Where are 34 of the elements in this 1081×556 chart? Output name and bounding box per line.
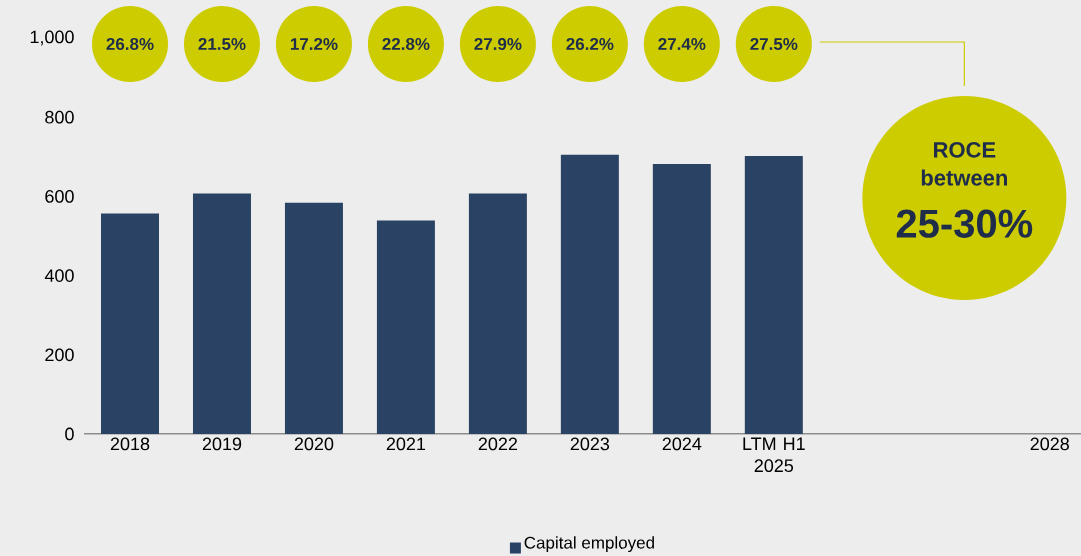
x-tick-label: 2018: [110, 437, 150, 451]
bar: [376, 220, 435, 434]
x-tick-label: 2022: [478, 437, 517, 451]
annotation: ROCE between: [921, 142, 1007, 186]
bar: [468, 193, 527, 434]
bar: [101, 213, 159, 434]
annotation: 21.5%: [198, 37, 246, 51]
bar: [744, 156, 803, 434]
annotation: 27.9%: [474, 37, 522, 51]
x-tick-label: 2028: [1030, 437, 1069, 451]
annotation: 27.5%: [750, 37, 798, 51]
x-tick-label: 2019: [202, 437, 242, 451]
y-tick-label: 400: [44, 269, 74, 282]
annotation: 17.2%: [290, 37, 338, 50]
x-tick-label: 2024: [662, 437, 702, 451]
x-tick-label: 2021: [386, 437, 426, 451]
annotation: 26.8%: [106, 37, 154, 51]
annotation: 27.4%: [658, 37, 706, 50]
x-tick-label: 2020: [294, 437, 334, 451]
y-tick-label: 600: [45, 190, 74, 203]
y-tick-label: 1,000: [30, 30, 74, 46]
x-tick-label: 2023: [570, 437, 610, 451]
x-tick-label: LTM H1 2025: [743, 437, 805, 473]
bar: [560, 154, 619, 434]
bar: [192, 193, 251, 434]
y-tick-label: 0: [65, 427, 74, 441]
bar: [284, 202, 343, 434]
annotation: 25-30%: [896, 209, 1033, 238]
y-tick-label: 200: [45, 348, 74, 362]
annotation: 22.8%: [382, 37, 430, 51]
bar: [652, 163, 711, 434]
y-tick-label: 800: [45, 110, 74, 124]
annotation: 26.2%: [566, 37, 614, 51]
legend-label: Capital employed: [524, 536, 654, 553]
